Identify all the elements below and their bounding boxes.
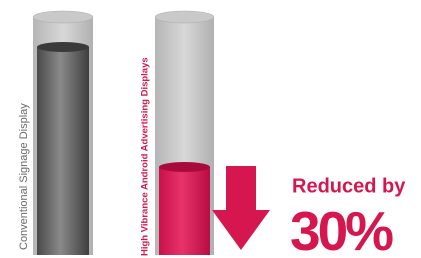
down-arrow bbox=[212, 166, 270, 250]
label-high-vibrance: High Vibrance Android Advertising Displa… bbox=[140, 57, 151, 256]
glass-top bbox=[33, 11, 93, 23]
fill-top bbox=[37, 42, 89, 52]
fill-level bbox=[159, 167, 210, 255]
callout-text: Reduced by bbox=[292, 175, 406, 197]
fill-level bbox=[37, 47, 89, 255]
fill-top bbox=[159, 162, 210, 172]
glass-top bbox=[155, 11, 214, 23]
infographic: Conventional Signage Display High Vibran… bbox=[0, 0, 421, 258]
cylinder-high-vibrance bbox=[155, 11, 214, 255]
label-conventional: Conventional Signage Display bbox=[18, 103, 30, 250]
callout-value: 30% bbox=[290, 200, 393, 258]
cylinder-conventional bbox=[33, 11, 93, 255]
